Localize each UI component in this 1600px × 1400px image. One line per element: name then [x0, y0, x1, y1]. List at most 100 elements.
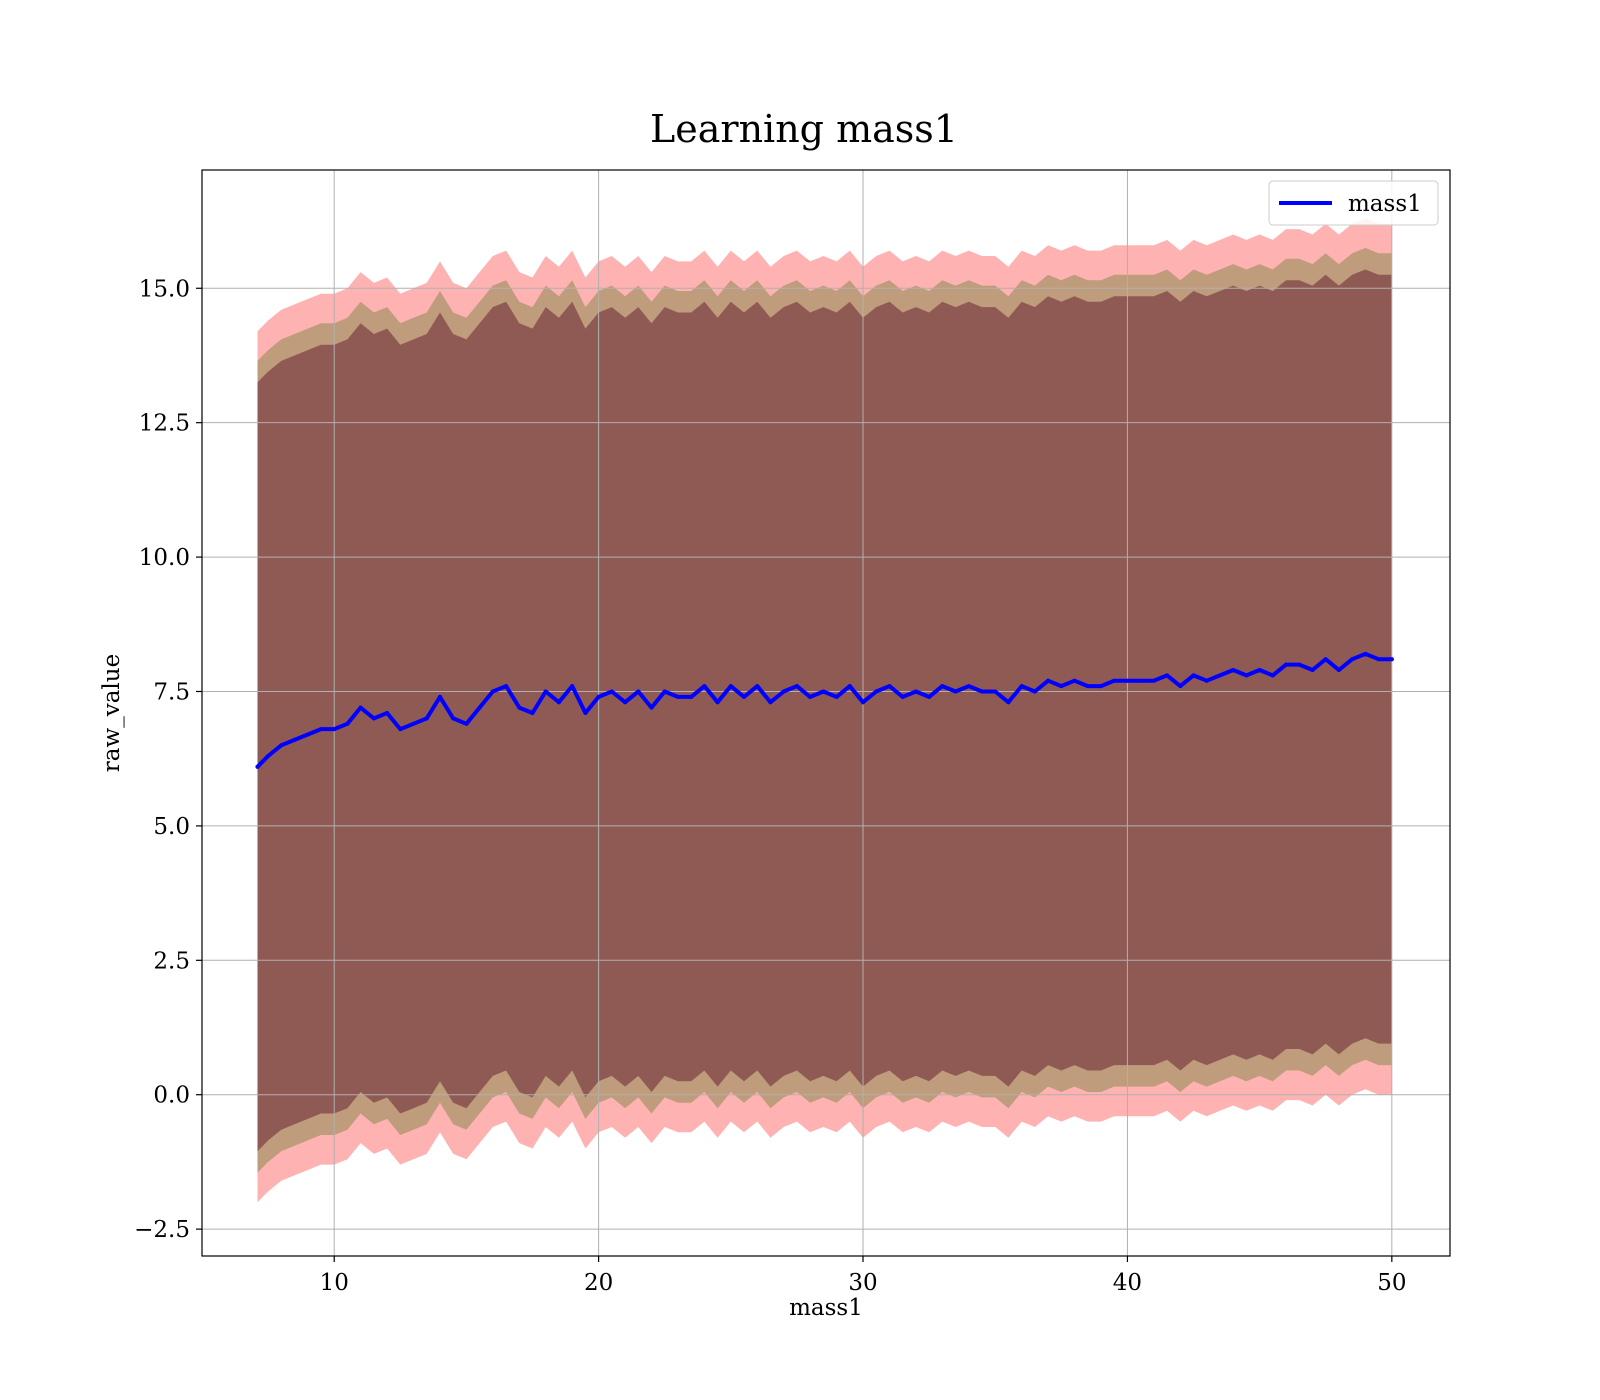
data-point	[451, 716, 456, 721]
data-point	[1072, 678, 1077, 683]
data-point	[504, 684, 509, 689]
data-point	[424, 716, 429, 721]
data-point	[1099, 684, 1103, 689]
x-tick-label: 40	[1113, 1270, 1142, 1296]
data-point	[319, 727, 323, 732]
data-point	[900, 694, 905, 699]
data-point	[834, 694, 839, 699]
data-point	[623, 700, 628, 705]
y-tick-label: 10.0	[139, 545, 190, 571]
data-point	[1336, 668, 1341, 672]
data-point	[596, 694, 601, 699]
data-point	[1178, 684, 1183, 689]
data-point	[345, 721, 350, 726]
data-point	[1138, 678, 1143, 683]
data-point	[411, 721, 416, 726]
y-tick-label: 15.0	[139, 276, 190, 302]
data-point	[662, 689, 667, 694]
data-point	[1323, 657, 1328, 662]
data-point	[649, 705, 654, 710]
data-point	[755, 684, 760, 689]
data-point	[1270, 673, 1275, 678]
data-point	[583, 711, 588, 715]
data-point	[1112, 678, 1117, 683]
y-axis-label: raw_value	[99, 654, 125, 772]
legend[interactable]: mass1	[1268, 180, 1439, 226]
data-point	[279, 743, 284, 748]
inner-band	[257, 269, 1392, 1152]
y-tick-label: 2.5	[153, 948, 190, 974]
data-point	[255, 764, 260, 769]
data-point	[517, 705, 522, 710]
data-point	[1257, 668, 1262, 672]
data-point	[490, 689, 495, 694]
data-point	[371, 716, 376, 721]
data-point	[1059, 684, 1064, 689]
data-point	[1151, 678, 1156, 683]
data-point	[464, 721, 469, 726]
data-point	[292, 737, 297, 742]
data-point	[927, 694, 932, 699]
data-point	[715, 700, 720, 705]
data-point	[1125, 678, 1130, 683]
data-point	[940, 684, 945, 689]
data-point	[1297, 662, 1302, 667]
y-tick-label: 0.0	[153, 1083, 190, 1109]
data-point	[742, 694, 746, 699]
data-point	[1085, 684, 1090, 689]
x-tick-label: 20	[584, 1270, 613, 1296]
data-point	[570, 684, 575, 689]
y-tick-label: 12.5	[139, 411, 190, 437]
data-point	[1284, 662, 1289, 667]
y-tick-label: 7.5	[153, 679, 190, 705]
chart-title: Learning mass1	[650, 107, 958, 151]
data-point	[874, 689, 879, 694]
data-point	[477, 705, 482, 710]
data-point	[1244, 673, 1249, 678]
legend-label-mass1: mass1	[1348, 191, 1422, 217]
data-point	[556, 700, 561, 705]
data-point	[953, 689, 958, 694]
x-tick-label: 50	[1377, 1270, 1406, 1296]
plot-area	[202, 170, 1450, 1256]
data-point	[821, 689, 826, 694]
data-point	[1046, 678, 1051, 683]
data-point	[636, 689, 641, 694]
data-point	[1231, 668, 1236, 672]
data-point	[993, 689, 998, 694]
data-point	[861, 700, 865, 705]
data-point	[1218, 673, 1222, 678]
x-tick-label: 30	[848, 1270, 877, 1296]
data-point	[1389, 657, 1394, 662]
data-point	[966, 684, 971, 689]
y-axis: −2.5 0.0 2.5 5.0 7.5 10.0 12.5 15.0	[134, 276, 202, 1243]
legend-box	[1268, 180, 1439, 226]
data-point	[1376, 657, 1381, 662]
data-point	[438, 694, 442, 699]
data-point	[781, 689, 786, 694]
data-point	[530, 711, 535, 715]
axes-frame	[201, 169, 1451, 1257]
x-axis: 10 20 30 40 50	[320, 1256, 1406, 1296]
data-point	[543, 689, 548, 694]
data-point	[305, 732, 310, 737]
data-point	[1191, 673, 1196, 678]
data-point	[1350, 657, 1355, 662]
x-tick-label: 10	[320, 1270, 349, 1296]
data-point	[266, 754, 271, 758]
data-point	[794, 684, 799, 689]
data-point	[332, 727, 337, 732]
data-point	[702, 684, 707, 689]
y-tick-label: 5.0	[153, 814, 190, 840]
data-point	[385, 711, 390, 715]
data-point	[1363, 651, 1368, 656]
data-point	[1032, 689, 1037, 694]
data-point	[980, 689, 984, 694]
data-point	[1006, 700, 1011, 705]
data-point	[847, 684, 852, 689]
data-point	[808, 694, 813, 699]
data-point	[768, 700, 773, 705]
y-tick-label: −2.5	[134, 1217, 190, 1243]
data-point	[1019, 684, 1024, 689]
